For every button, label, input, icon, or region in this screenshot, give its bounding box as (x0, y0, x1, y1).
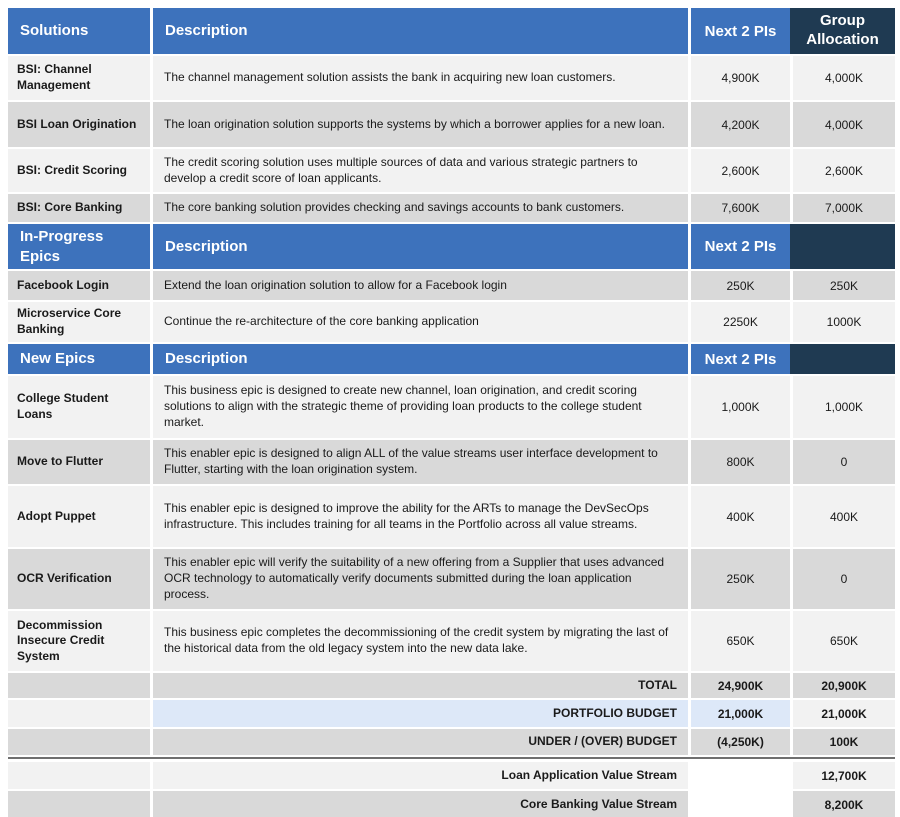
solution-name: BSI: Core Banking (8, 194, 150, 222)
solution-description: The core banking solution provides check… (153, 194, 688, 222)
epic-row-move-to-flutter: Move to Flutter This enabler epic is des… (8, 440, 895, 484)
solution-name: BSI Loan Origination (8, 102, 150, 147)
description-header-cell: Description (153, 8, 688, 54)
next-2-pis-header-cell: Next 2 PIs (691, 344, 790, 374)
under-over-budget-row-spacer (8, 729, 150, 755)
next-2-pis-value: 1,000K (691, 376, 790, 438)
solution-name: BSI: Channel Management (8, 56, 150, 100)
next-2-pis-value: 7,600K (691, 194, 790, 222)
in-progress-epics-header-cell: In-Progress Epics (8, 224, 150, 269)
epic-description: This business epic is designed to create… (153, 376, 688, 438)
group-allocation-value: 250K (793, 271, 895, 300)
total-group-allocation-value: 20,900K (793, 673, 895, 698)
epic-row-adopt-puppet: Adopt Puppet This enabler epic is design… (8, 486, 895, 547)
epic-name: Move to Flutter (8, 440, 150, 484)
group-allocation-value: 1000K (793, 302, 895, 342)
under-over-budget-label: UNDER / (OVER) BUDGET (153, 729, 688, 755)
value-stream-row-spacer (8, 762, 150, 789)
value-stream-row-spacer (8, 791, 150, 817)
under-over-budget-row: UNDER / (OVER) BUDGET (4,250K) 100K (8, 729, 895, 755)
solution-row-loan-origination: BSI Loan Origination The loan originatio… (8, 102, 895, 147)
next-2-pis-value: 2,600K (691, 149, 790, 192)
next-2-pis-value: 800K (691, 440, 790, 484)
new-epics-header-cell: New Epics (8, 344, 150, 374)
value-stream-label: Loan Application Value Stream (153, 762, 688, 789)
next-2-pis-value: 4,900K (691, 56, 790, 100)
portfolio-budget-group-allocation-value: 21,000K (793, 700, 895, 727)
solution-row-core-banking: BSI: Core Banking The core banking solut… (8, 194, 895, 222)
epic-description: This enabler epic will verify the suitab… (153, 549, 688, 609)
under-over-budget-next-2-pis-value: (4,250K) (691, 729, 790, 755)
group-allocation-value: 0 (793, 440, 895, 484)
group-allocation-value: 1,000K (793, 376, 895, 438)
solution-description: The credit scoring solution uses multipl… (153, 149, 688, 192)
next-2-pis-value: 400K (691, 486, 790, 547)
group-allocation-value: 7,000K (793, 194, 895, 222)
solution-description: The loan origination solution supports t… (153, 102, 688, 147)
under-over-budget-group-allocation-value: 100K (793, 729, 895, 755)
description-header-cell: Description (153, 344, 688, 374)
in-progress-epics-header-row: In-Progress Epics Description Next 2 PIs (8, 224, 895, 269)
group-allocation-header-spacer (790, 224, 895, 269)
epic-name: Facebook Login (8, 271, 150, 300)
group-allocation-header-spacer (790, 344, 895, 374)
group-allocation-header-cell: Group Allocation (790, 8, 895, 54)
value-stream-label: Core Banking Value Stream (153, 791, 688, 817)
solutions-header-cell: Solutions (8, 8, 150, 54)
group-allocation-value: 650K (793, 611, 895, 671)
total-row: TOTAL 24,900K 20,900K (8, 673, 895, 698)
value-stream-group-allocation-value: 12,700K (793, 762, 895, 789)
epic-description: Continue the re-architecture of the core… (153, 302, 688, 342)
epic-name: OCR Verification (8, 549, 150, 609)
portfolio-budget-row-spacer (8, 700, 150, 727)
epic-name: Decommission Insecure Credit System (8, 611, 150, 671)
epic-row-facebook-login: Facebook Login Extend the loan originati… (8, 271, 895, 300)
solution-row-channel-management: BSI: Channel Management The channel mana… (8, 56, 895, 100)
next-2-pis-header-cell: Next 2 PIs (691, 8, 790, 54)
total-label: TOTAL (153, 673, 688, 698)
total-row-spacer (8, 673, 150, 698)
epic-row-microservice-core-banking: Microservice Core Banking Continue the r… (8, 302, 895, 342)
value-stream-next-2-pis-empty (691, 791, 790, 817)
portfolio-budget-table: Solutions Description Next 2 PIs Group A… (8, 8, 895, 817)
epic-description: This enabler epic is designed to improve… (153, 486, 688, 547)
next-2-pis-header-cell: Next 2 PIs (691, 224, 790, 269)
value-stream-row-loan-application: Loan Application Value Stream 12,700K (8, 762, 895, 789)
next-2-pis-value: 650K (691, 611, 790, 671)
epic-row-ocr-verification: OCR Verification This enabler epic will … (8, 549, 895, 609)
description-header-cell: Description (153, 224, 688, 269)
value-stream-next-2-pis-empty (691, 762, 790, 789)
portfolio-budget-row: PORTFOLIO BUDGET 21,000K 21,000K (8, 700, 895, 727)
epic-description: This enabler epic is designed to align A… (153, 440, 688, 484)
group-allocation-value: 0 (793, 549, 895, 609)
next-2-pis-value: 4,200K (691, 102, 790, 147)
new-epics-header-row: New Epics Description Next 2 PIs (8, 344, 895, 374)
portfolio-budget-label: PORTFOLIO BUDGET (153, 700, 688, 727)
group-allocation-value: 4,000K (793, 102, 895, 147)
epic-name: Microservice Core Banking (8, 302, 150, 342)
next-2-pis-value: 250K (691, 271, 790, 300)
divider-line (8, 757, 895, 759)
value-stream-row-core-banking: Core Banking Value Stream 8,200K (8, 791, 895, 817)
group-allocation-value: 2,600K (793, 149, 895, 192)
next-2-pis-value: 250K (691, 549, 790, 609)
total-next-2-pis-value: 24,900K (691, 673, 790, 698)
epic-description: This business epic completes the decommi… (153, 611, 688, 671)
solution-description: The channel management solution assists … (153, 56, 688, 100)
epic-name: College Student Loans (8, 376, 150, 438)
epic-description: Extend the loan origination solution to … (153, 271, 688, 300)
epic-row-decommission-insecure-credit-system: Decommission Insecure Credit System This… (8, 611, 895, 671)
solution-name: BSI: Credit Scoring (8, 149, 150, 192)
value-stream-group-allocation-value: 8,200K (793, 791, 895, 817)
epic-row-college-student-loans: College Student Loans This business epic… (8, 376, 895, 438)
group-allocation-value: 400K (793, 486, 895, 547)
next-2-pis-value: 2250K (691, 302, 790, 342)
solutions-header-row: Solutions Description Next 2 PIs Group A… (8, 8, 895, 54)
portfolio-budget-next-2-pis-value: 21,000K (691, 700, 790, 727)
epic-name: Adopt Puppet (8, 486, 150, 547)
group-allocation-value: 4,000K (793, 56, 895, 100)
solution-row-credit-scoring: BSI: Credit Scoring The credit scoring s… (8, 149, 895, 192)
